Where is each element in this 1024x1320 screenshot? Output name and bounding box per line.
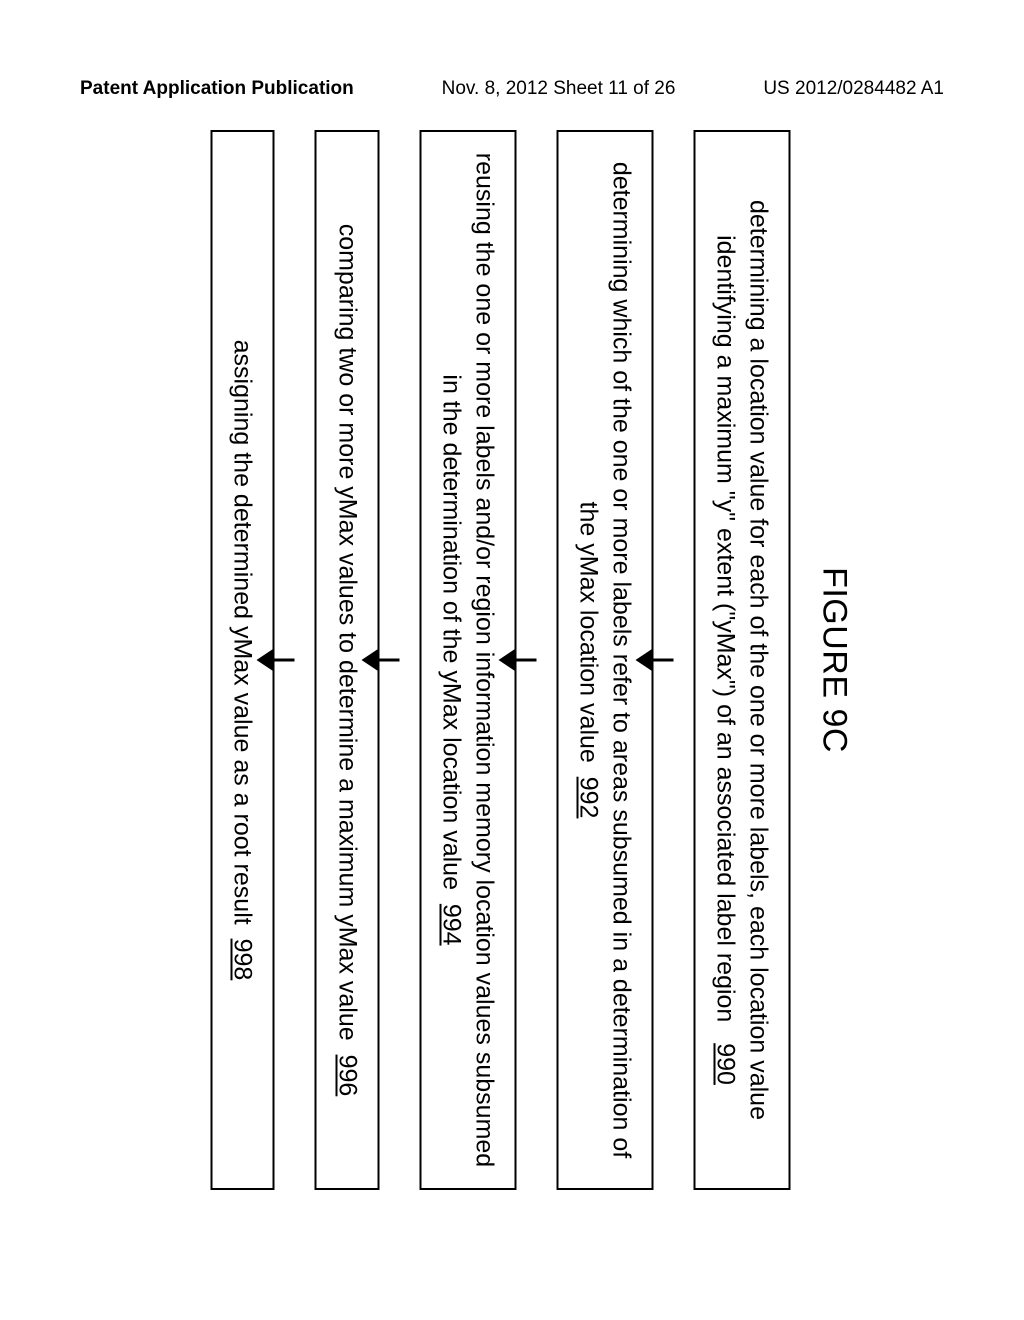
arrow-shaft-icon xyxy=(515,659,537,662)
flow-step-1-text: determining a location value for each of… xyxy=(712,200,773,1120)
arrow-down-icon xyxy=(362,648,380,672)
arrow-2 xyxy=(517,130,557,1190)
arrow-down-icon xyxy=(499,648,517,672)
header-right-text: US 2012/0284482 A1 xyxy=(763,78,944,100)
flow-step-1-ref: 990 xyxy=(712,1043,740,1085)
flow-step-4-text: comparing two or more yMax values to det… xyxy=(334,224,362,1041)
arrow-down-icon xyxy=(257,648,275,672)
flow-step-5-text: assigning the determined yMax value as a… xyxy=(229,340,257,925)
arrow-1 xyxy=(654,130,694,1190)
flow-step-4-ref: 996 xyxy=(334,1055,362,1097)
flow-step-3-text: reusing the one or more labels and/or re… xyxy=(438,153,499,1167)
flow-step-1: determining a location value for each of… xyxy=(694,130,791,1190)
flow-step-2-ref: 992 xyxy=(575,777,603,819)
figure-rotated-container: FIGURE 9C determining a location value f… xyxy=(211,130,854,1190)
figure-content: FIGURE 9C determining a location value f… xyxy=(211,130,854,1190)
arrow-down-icon xyxy=(636,648,654,672)
arrow-shaft-icon xyxy=(378,659,400,662)
figure-title: FIGURE 9C xyxy=(815,567,854,753)
flow-step-3-ref: 994 xyxy=(438,904,466,946)
page-header: Patent Application Publication Nov. 8, 2… xyxy=(0,78,1024,100)
header-middle-text: Nov. 8, 2012 Sheet 11 of 26 xyxy=(442,78,676,100)
arrow-shaft-icon xyxy=(273,659,295,662)
arrow-shaft-icon xyxy=(652,659,674,662)
page: Patent Application Publication Nov. 8, 2… xyxy=(0,0,1024,1320)
flow-step-2-text: determining which of the one or more lab… xyxy=(575,162,636,1158)
arrow-4 xyxy=(275,130,315,1190)
header-left-text: Patent Application Publication xyxy=(80,78,354,100)
flow-step-5-ref: 998 xyxy=(229,939,257,981)
arrow-3 xyxy=(380,130,420,1190)
